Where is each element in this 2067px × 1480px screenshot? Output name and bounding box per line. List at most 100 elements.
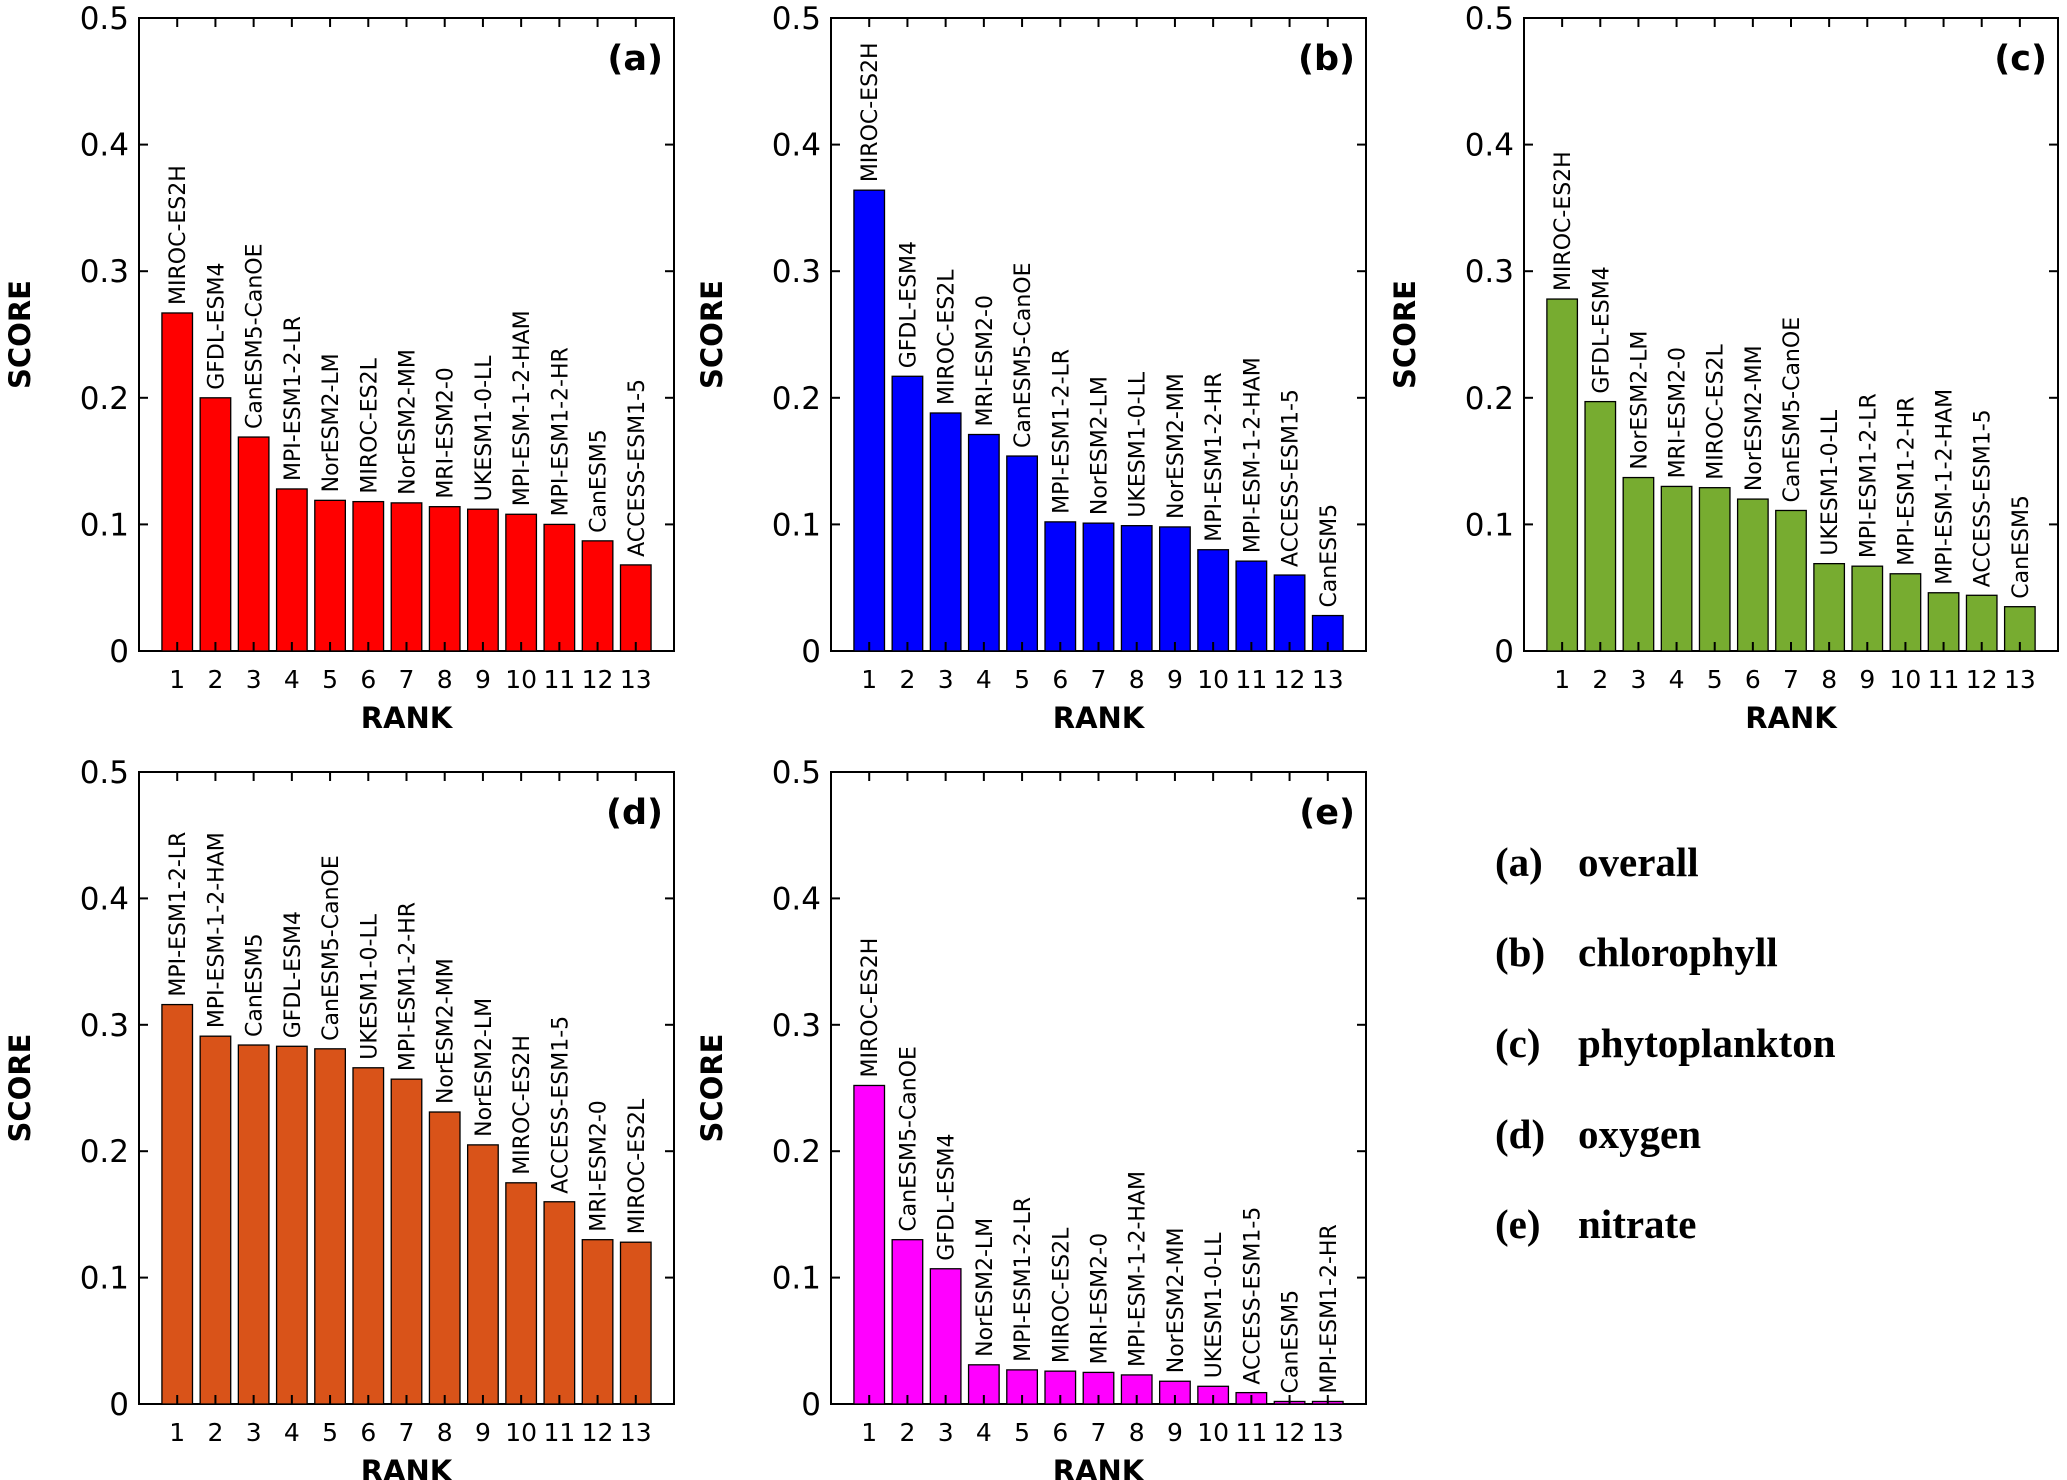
chart-panel-c: 0 0.1 0.2 0.3 0.4 0.5 1 MIROC-ES2H 2 GFDL-ESM4 3 No… — [1388, 1, 2059, 735]
y-tick-label: 0 — [1494, 634, 1514, 670]
x-tick-label: 8 — [1821, 665, 1837, 694]
bar — [1273, 574, 1306, 652]
bar — [1158, 526, 1191, 652]
x-tick-label: 1 — [169, 1418, 185, 1447]
x-tick-label: 4 — [284, 1418, 300, 1447]
bar-model-label: ACCESS-ESM1-5 — [1240, 1207, 1265, 1385]
x-tick-label: 2 — [899, 665, 915, 694]
bar-model-label: ACCESS-ESM1-5 — [1279, 389, 1304, 567]
y-tick-label: 0.5 — [772, 1, 821, 37]
x-tick-label: 9 — [475, 1418, 491, 1447]
bar — [1584, 400, 1617, 652]
bar — [161, 312, 194, 652]
x-axis-label: RANK — [1053, 701, 1146, 735]
bar-model-label: GFDL-ESM4 — [896, 241, 921, 368]
x-tick-label: 7 — [1091, 665, 1107, 694]
bar-model-label: ACCESS-ESM1-5 — [1971, 409, 1996, 587]
x-tick-label: 9 — [475, 665, 491, 694]
bar-model-label: MPI-ESM1-2-LR — [1049, 349, 1074, 514]
y-tick-label: 0.3 — [772, 1008, 821, 1044]
x-tick-label: 7 — [1091, 1418, 1107, 1447]
bar-model-label: NorESM2-MM — [434, 958, 459, 1104]
y-tick-label: 0.3 — [80, 254, 129, 290]
x-tick-label: 2 — [899, 1418, 915, 1447]
bar — [352, 1067, 385, 1405]
bar-model-label: UKESM1-0-LL — [1818, 409, 1843, 556]
y-tick-label: 0.5 — [80, 755, 129, 791]
bar-model-label: CanESM5-CanOE — [1780, 317, 1805, 503]
bar-model-label: MRI-ESM2-0 — [973, 295, 998, 426]
bar — [314, 1048, 347, 1405]
y-tick-label: 0 — [109, 1387, 129, 1423]
y-tick-label: 0.3 — [1465, 254, 1514, 290]
bar — [1775, 509, 1807, 652]
y-axis-label: SCORE — [695, 1034, 729, 1143]
x-tick-label: 11 — [543, 665, 575, 694]
x-axis-label: RANK — [361, 1454, 454, 1480]
y-tick-label: 0.1 — [772, 1261, 821, 1297]
bar-model-label: MPI-ESM1-2-LR — [281, 316, 306, 481]
bar — [891, 375, 924, 652]
x-tick-label: 10 — [505, 1418, 537, 1447]
bar-model-label: CanESM5 — [1317, 504, 1342, 608]
y-axis-label: SCORE — [695, 280, 729, 389]
y-tick-label: 0.2 — [1465, 381, 1514, 417]
x-tick-label: 5 — [322, 665, 338, 694]
x-tick-label: 6 — [360, 1418, 376, 1447]
x-tick-label: 5 — [1014, 665, 1030, 694]
y-tick-label: 0.3 — [80, 1008, 129, 1044]
x-tick-label: 3 — [246, 665, 262, 694]
x-tick-label: 7 — [399, 1418, 415, 1447]
panel-label: (e) — [1299, 793, 1355, 833]
bar-model-label: NorESM2-MM — [1164, 373, 1189, 519]
y-tick-label: 0.2 — [772, 381, 821, 417]
bar-model-label: MPI-ESM-1-2-HAM — [1240, 357, 1265, 553]
chart-panel-a: 0 0.1 0.2 0.3 0.4 0.5 1 MIROC-ES2H 2 GFDL-ESM4 3 Ca… — [3, 1, 675, 735]
bar-model-label: MPI-ESM1-2-LR — [166, 832, 191, 997]
y-tick-label: 0 — [801, 1387, 821, 1423]
x-axis-label: RANK — [361, 701, 454, 735]
bar — [1736, 498, 1769, 652]
bar — [581, 540, 614, 652]
x-axis-label: RANK — [1053, 1454, 1146, 1480]
bar-model-label: MRI-ESM2-0 — [587, 1100, 612, 1231]
bar-model-label: MIROC-ES2L — [935, 269, 960, 405]
bar — [1851, 565, 1884, 652]
bar — [199, 1035, 232, 1405]
legend-key: (a) — [1495, 839, 1543, 885]
bar-model-label: CanESM5 — [2009, 495, 2034, 599]
bar — [237, 436, 270, 652]
bar-model-label: MPI-ESM-1-2-HAM — [1933, 389, 1958, 585]
x-tick-label: 3 — [938, 665, 954, 694]
y-tick-label: 0.1 — [80, 1261, 129, 1297]
panel-label: (d) — [606, 793, 663, 833]
x-tick-label: 10 — [505, 665, 537, 694]
x-tick-label: 12 — [1966, 665, 1998, 694]
x-tick-label: 10 — [1197, 665, 1229, 694]
bar — [275, 1045, 308, 1405]
bar — [1006, 455, 1039, 652]
bar — [314, 499, 347, 652]
x-tick-label: 11 — [1235, 1418, 1267, 1447]
x-tick-label: 7 — [399, 665, 415, 694]
x-tick-label: 8 — [1129, 1418, 1145, 1447]
bar-model-label: NorESM2-MM — [1164, 1228, 1189, 1374]
bar-model-label: MIROC-ES2H — [858, 42, 883, 182]
bar-model-label: CanESM5-CanOE — [243, 243, 268, 429]
y-tick-label: 0.4 — [80, 881, 129, 917]
x-tick-label: 6 — [1052, 665, 1068, 694]
y-tick-label: 0.4 — [772, 881, 821, 917]
bar — [929, 1268, 962, 1405]
panel-label: (b) — [1298, 39, 1355, 79]
bar — [505, 513, 538, 652]
bar — [1889, 573, 1922, 652]
bar — [1044, 521, 1077, 652]
bar-model-label: MPI-ESM1-2-HR — [1894, 397, 1919, 566]
bar-model-label: CanESM5 — [587, 429, 612, 533]
bar-model-label: MPI-ESM1-2-HR — [396, 902, 421, 1071]
bar — [581, 1239, 614, 1405]
x-tick-label: 11 — [1235, 665, 1267, 694]
x-tick-label: 13 — [2004, 665, 2036, 694]
legend-key: (b) — [1495, 929, 1546, 975]
bar — [543, 1201, 576, 1405]
